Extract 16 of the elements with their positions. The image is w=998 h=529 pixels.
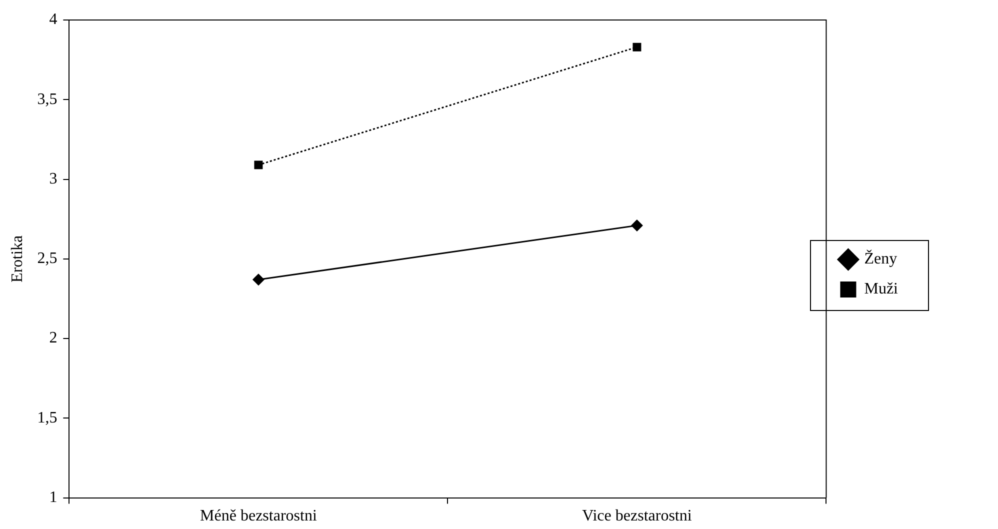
legend-label: Ženy bbox=[864, 250, 898, 268]
y-tick-label: 2,5 bbox=[37, 250, 58, 268]
y-tick-label: 1 bbox=[49, 489, 58, 506]
y-tick-label: 3,5 bbox=[37, 90, 58, 108]
x-tick-label: Méně bezstarostni bbox=[200, 508, 318, 525]
y-tick-label: 2 bbox=[49, 330, 58, 347]
y-tick-label: 3 bbox=[49, 170, 58, 188]
legend-label: Muži bbox=[864, 280, 899, 298]
point bbox=[254, 160, 263, 170]
y-tick-label: 4 bbox=[49, 11, 58, 28]
point bbox=[252, 274, 264, 286]
point bbox=[630, 219, 643, 232]
point bbox=[632, 42, 642, 52]
x-tick-label: Vice bezstarostni bbox=[582, 508, 692, 525]
y-axis-title: Erotika bbox=[8, 235, 26, 282]
y-tick-label: 1,5 bbox=[37, 409, 58, 426]
